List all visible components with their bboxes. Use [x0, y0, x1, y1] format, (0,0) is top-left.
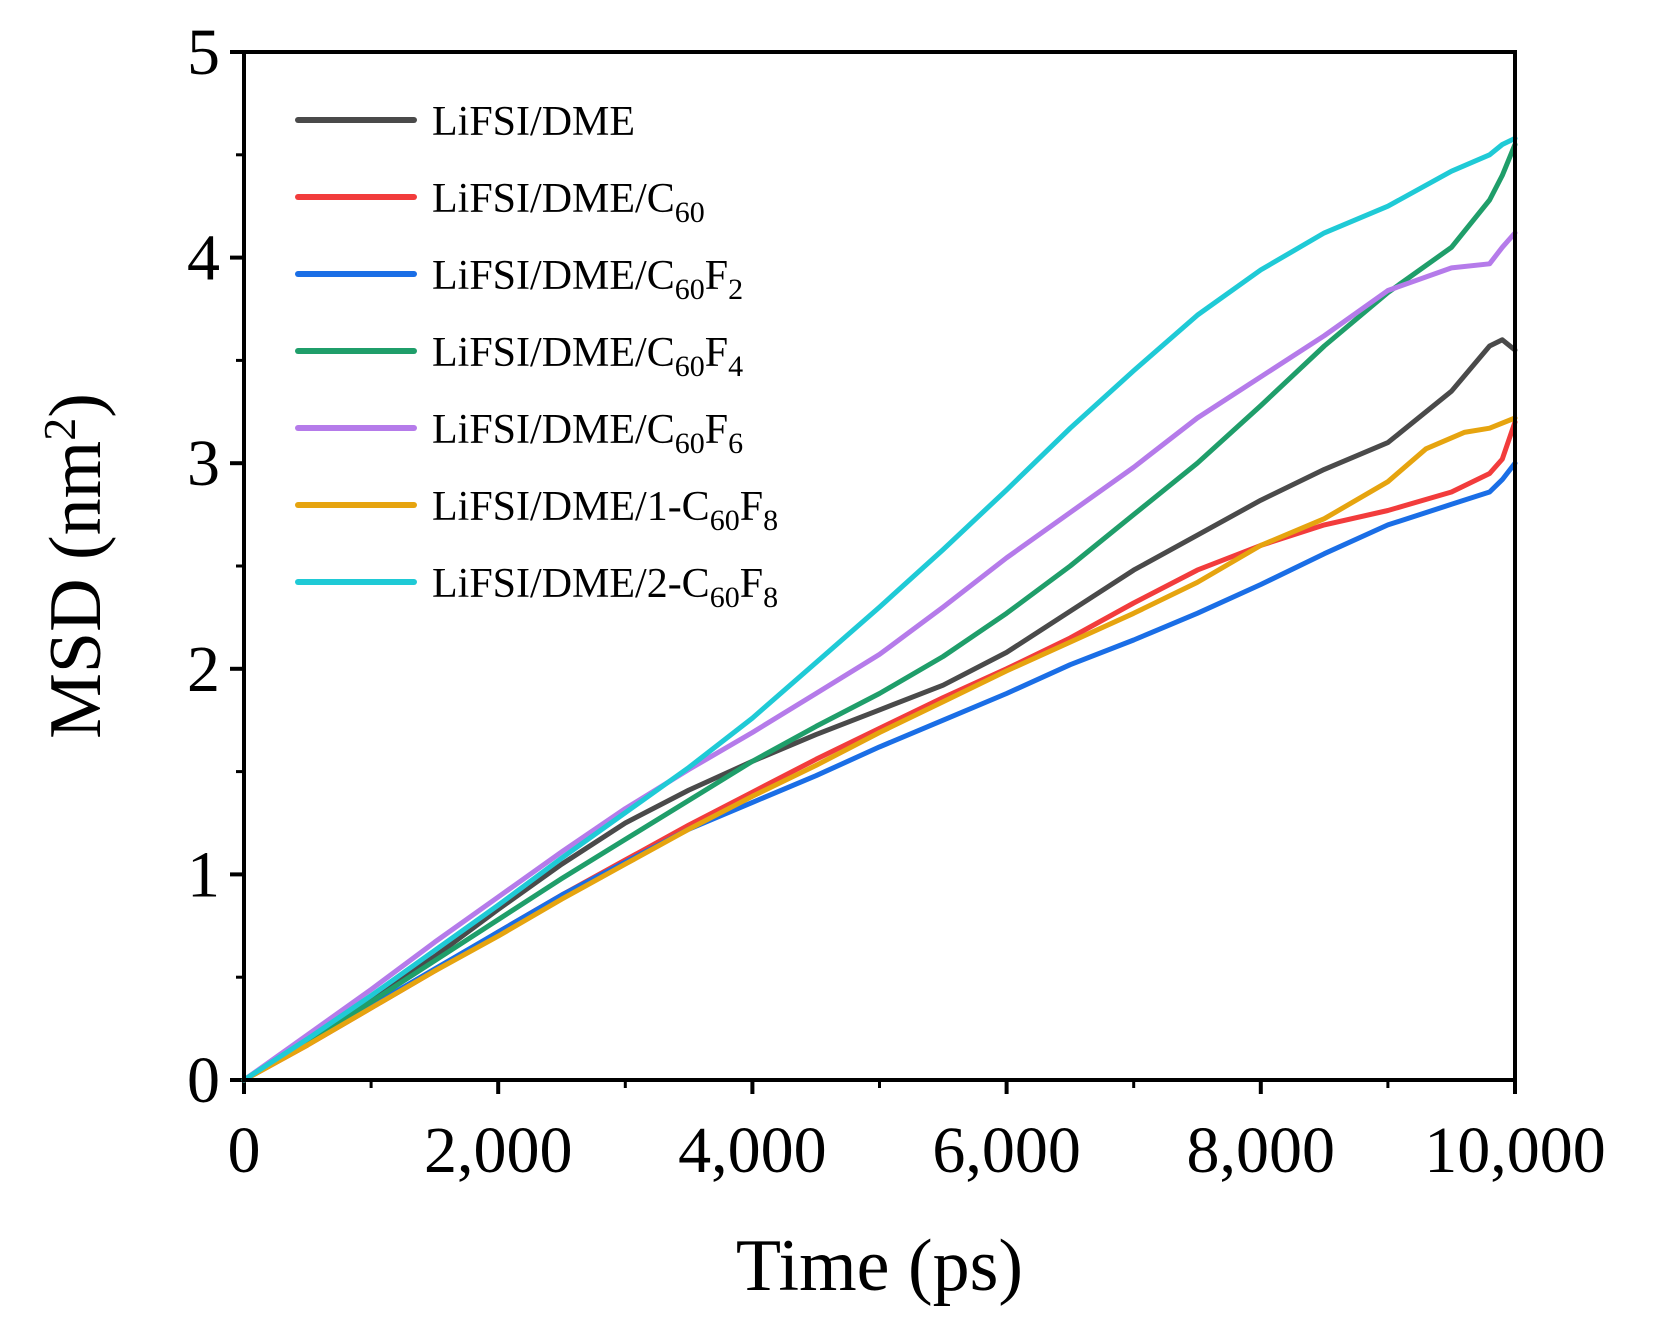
legend-label-part: LiFSI/DME/1-C	[432, 484, 710, 530]
legend-label-part: 4	[728, 350, 743, 383]
legend-label: LiFSI/DME/C60F2	[432, 253, 743, 306]
y-axis-title-close: )	[35, 393, 117, 418]
legend-label-part: LiFSI/DME/C	[432, 407, 675, 453]
legend-label-part: 8	[763, 581, 778, 614]
legend-label: LiFSI/DME/1-C60F8	[432, 484, 778, 537]
y-tick-label: 5	[187, 16, 220, 89]
legend-label-part: 60	[675, 196, 705, 229]
legend-label-part: 60	[675, 350, 705, 383]
plot-area-frame	[242, 50, 1517, 1082]
series-line-lifsi-dme-c60f4	[241, 142, 1518, 1083]
x-tick-label: 0	[228, 1114, 261, 1187]
y-tick-label: 4	[187, 222, 220, 295]
legend-label: LiFSI/DME/C60F6	[432, 407, 743, 460]
legend-label: LiFSI/DME/C60	[432, 176, 705, 229]
legend-label-part: LiFSI/DME	[432, 99, 635, 145]
x-tick-labels: 0 2,000 4,000 6,000 8,000 10,000	[228, 1114, 1606, 1187]
legend-label-part: 60	[710, 504, 740, 537]
series-line-lifsi-dme-c60f2	[241, 460, 1518, 1083]
legend: LiFSI/DMELiFSI/DME/C60LiFSI/DME/C60F2LiF…	[295, 99, 778, 614]
axis-ticks	[230, 50, 1517, 1094]
legend-label-part: 6	[728, 427, 743, 460]
series-lines	[241, 135, 1518, 1083]
x-tick-label: 4,000	[678, 1114, 827, 1187]
series-line-lifsi-dme-1-c60f8	[241, 415, 1518, 1083]
legend-label-part: 8	[763, 504, 778, 537]
x-tick-label: 2,000	[424, 1114, 573, 1187]
y-tick-label: 1	[187, 838, 220, 911]
legend-label: LiFSI/DME/2-C60F8	[432, 561, 778, 614]
y-tick-label: 0	[187, 1044, 220, 1117]
legend-label-part: LiFSI/DME/C	[432, 176, 675, 222]
legend-label-part: 2	[728, 273, 743, 306]
x-tick-label: 8,000	[1187, 1114, 1336, 1187]
x-axis-title: Time (ps)	[736, 1225, 1023, 1307]
x-tick-label: 6,000	[932, 1114, 1081, 1187]
y-tick-label: 3	[187, 427, 220, 500]
legend-label-part: F	[705, 330, 728, 376]
series-line-lifsi-dme-2-c60f8	[241, 135, 1518, 1083]
legend-label-part: 60	[710, 581, 740, 614]
legend-label-part: 60	[675, 273, 705, 306]
y-tick-label: 2	[187, 633, 220, 706]
legend-label: LiFSI/DME/C60F4	[432, 330, 743, 383]
legend-label-part: LiFSI/DME/C	[432, 330, 675, 376]
legend-label-part: 60	[675, 427, 705, 460]
y-tick-labels: 0 1 2 3 4 5	[187, 16, 220, 1117]
series-line-lifsi-dme	[241, 337, 1518, 1083]
x-tick-label: 10,000	[1424, 1114, 1606, 1187]
y-axis-title: MSD (nm2)	[34, 393, 118, 739]
series-line-lifsi-dme-c60f6	[241, 230, 1518, 1083]
legend-label-part: LiFSI/DME/2-C	[432, 561, 710, 607]
legend-label-part: F	[740, 484, 763, 530]
legend-label: LiFSI/DME	[432, 99, 635, 145]
legend-label-part: F	[740, 561, 763, 607]
y-axis-title-sup: 2	[34, 418, 85, 441]
legend-label-part: F	[705, 407, 728, 453]
y-axis-title-main: MSD (nm	[35, 441, 117, 739]
legend-label-part: LiFSI/DME/C	[432, 253, 675, 299]
legend-label-part: F	[705, 253, 728, 299]
